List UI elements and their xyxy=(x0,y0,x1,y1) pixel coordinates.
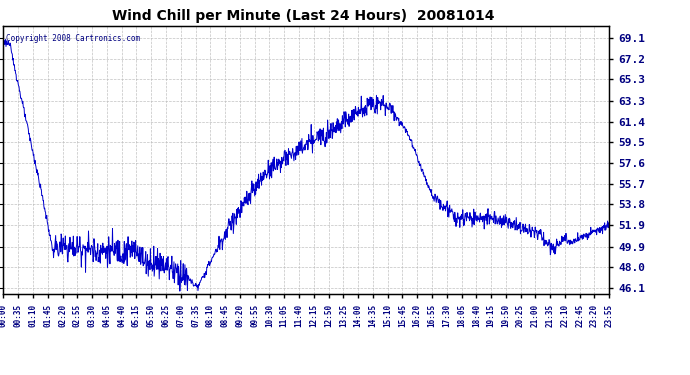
Text: Copyright 2008 Cartronics.com: Copyright 2008 Cartronics.com xyxy=(6,34,141,43)
Text: Wind Chill per Minute (Last 24 Hours)  20081014: Wind Chill per Minute (Last 24 Hours) 20… xyxy=(112,9,495,23)
